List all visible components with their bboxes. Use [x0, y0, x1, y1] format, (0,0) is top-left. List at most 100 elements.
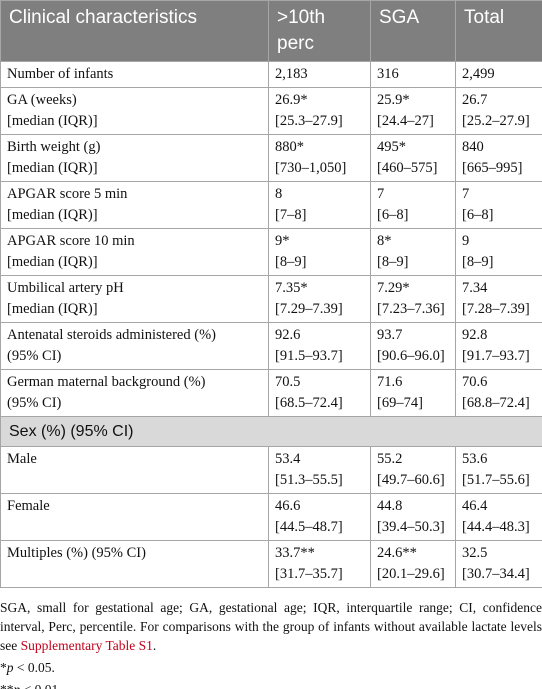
label-line: (95% CI): [7, 395, 62, 411]
value-cell: 8* [8–9]: [370, 228, 456, 276]
footnote-part: < 0.01.: [20, 682, 62, 689]
value-cell: 46.4 [44.4–48.3]: [455, 493, 542, 541]
label-cell: Female: [0, 493, 269, 541]
value-line: 46.6: [275, 498, 301, 514]
label-cell: APGAR score 10 min [median (IQR)]: [0, 228, 269, 276]
value-line: [25.3–27.9]: [275, 113, 343, 129]
value-line: 8*: [377, 233, 392, 249]
value-line: [6–8]: [462, 207, 494, 223]
value-line: [51.7–55.6]: [462, 472, 530, 488]
value-line: 2,183: [275, 66, 308, 82]
value-cell: 9 [8–9]: [455, 228, 542, 276]
value-line: 8: [275, 186, 283, 202]
footnote-part: p: [6, 660, 14, 675]
value-line: 7.29*: [377, 280, 410, 296]
value-line: [68.5–72.4]: [275, 395, 343, 411]
value-line: [31.7–35.7]: [275, 566, 343, 582]
table-row: Birth weight (g) [median (IQR)] 880* [730–1…: [0, 134, 542, 182]
value-line: 25.9*: [377, 92, 410, 108]
header-row: Clinical characteristics >10th perc SGA …: [0, 0, 542, 62]
value-line: [730–1,050]: [275, 160, 347, 176]
table-row: Umbilical artery pH [median (IQR)] 7.35* [7…: [0, 275, 542, 323]
value-line: [39.4–50.3]: [377, 519, 445, 535]
label-line: Birth weight (g): [7, 139, 101, 155]
value-line: 9: [462, 233, 470, 249]
table-row: APGAR score 5 min [median (IQR)] 8 [7–8] 7 [6…: [0, 181, 542, 229]
table-row: Male 53.4 [51.3–55.5] 55.2 [49.7–60.6] 53.6 [5…: [0, 446, 542, 494]
value-cell: 25.9* [24.4–27]: [370, 87, 456, 135]
value-line: [7–8]: [275, 207, 307, 223]
label-line: [median (IQR)]: [7, 160, 98, 176]
link[interactable]: Supplementary Table S1: [20, 638, 153, 653]
label-line: Antenatal steroids administered (%): [7, 327, 216, 343]
value-line: 2,499: [462, 66, 495, 82]
note-text: SGA, small for gestational age; GA, gest…: [0, 600, 542, 653]
footnote: **p < 0.01.: [0, 680, 542, 689]
value-line: 9*: [275, 233, 290, 249]
value-line: [90.6–96.0]: [377, 348, 445, 364]
value-cell: 2,183: [268, 61, 371, 88]
header-cell: >10th perc: [268, 0, 371, 62]
value-cell: 840 [665–995]: [455, 134, 542, 182]
value-line: 53.4: [275, 451, 301, 467]
value-line: 92.8: [462, 327, 488, 343]
value-line: 26.9*: [275, 92, 308, 108]
value-line: 44.8: [377, 498, 403, 514]
label-line: [median (IQR)]: [7, 254, 98, 270]
value-cell: 70.6 [68.8–72.4]: [455, 369, 542, 417]
value-cell: 316: [370, 61, 456, 88]
label-line: German maternal background (%): [7, 374, 206, 390]
value-cell: 495* [460–575]: [370, 134, 456, 182]
table-row: Number of infants 2,183 316 2,499: [0, 61, 542, 88]
value-cell: 7.35* [7.29–7.39]: [268, 275, 371, 323]
value-line: 92.6: [275, 327, 301, 343]
value-line: 53.6: [462, 451, 488, 467]
value-cell: 2,499: [455, 61, 542, 88]
value-line: [7.29–7.39]: [275, 301, 343, 317]
value-cell: 53.6 [51.7–55.6]: [455, 446, 542, 494]
value-line: [20.1–29.6]: [377, 566, 445, 582]
label-line: Umbilical artery pH: [7, 280, 124, 296]
label-line: [median (IQR)]: [7, 301, 98, 317]
value-line: 7: [377, 186, 385, 202]
value-cell: 26.7 [25.2–27.9]: [455, 87, 542, 135]
value-cell: 7.34 [7.28–7.39]: [455, 275, 542, 323]
value-line: 70.6: [462, 374, 488, 390]
value-cell: 44.8 [39.4–50.3]: [370, 493, 456, 541]
data-table: Clinical characteristics >10th perc SGA …: [0, 0, 542, 588]
header-cell: SGA: [370, 0, 456, 62]
value-line: [7.23–7.36]: [377, 301, 445, 317]
table-row: German maternal background (%) (95% CI) 70…: [0, 369, 542, 417]
value-cell: 71.6 [69–74]: [370, 369, 456, 417]
table-row: Sex (%) (95% CI): [0, 416, 542, 447]
label-cell: German maternal background (%) (95% CI): [0, 369, 269, 417]
value-cell: 9* [8–9]: [268, 228, 371, 276]
value-line: 32.5: [462, 545, 488, 561]
value-line: 26.7: [462, 92, 488, 108]
value-line: 33.7**: [275, 545, 315, 561]
value-cell: 8 [7–8]: [268, 181, 371, 229]
value-line: 71.6: [377, 374, 403, 390]
value-cell: 92.6 [91.5–93.7]: [268, 322, 371, 370]
label-line: Male: [7, 451, 37, 467]
value-line: 316: [377, 66, 399, 82]
value-cell: 24.6** [20.1–29.6]: [370, 540, 456, 588]
value-line: [8–9]: [462, 254, 494, 270]
footnotes: *p < 0.05.**p < 0.01.: [0, 658, 542, 689]
value-line: [665–995]: [462, 160, 523, 176]
value-cell: 7.29* [7.23–7.36]: [370, 275, 456, 323]
table-row: Antenatal steroids administered (%) (95% …: [0, 322, 542, 370]
table-row: Female 46.6 [44.5–48.7] 44.8 [39.4–50.3] 46.4…: [0, 493, 542, 541]
value-line: [25.2–27.9]: [462, 113, 530, 129]
value-line: [8–9]: [275, 254, 307, 270]
table-row: Multiples (%) (95% CI) 33.7** [31.7–35.7] 2…: [0, 540, 542, 588]
value-line: [7.28–7.39]: [462, 301, 530, 317]
label-line: GA (weeks): [7, 92, 77, 108]
label-cell: Number of infants: [0, 61, 269, 88]
value-line: [8–9]: [377, 254, 409, 270]
value-cell: 55.2 [49.7–60.6]: [370, 446, 456, 494]
value-line: [68.8–72.4]: [462, 395, 530, 411]
value-cell: 92.8 [91.7–93.7]: [455, 322, 542, 370]
value-line: 55.2: [377, 451, 403, 467]
